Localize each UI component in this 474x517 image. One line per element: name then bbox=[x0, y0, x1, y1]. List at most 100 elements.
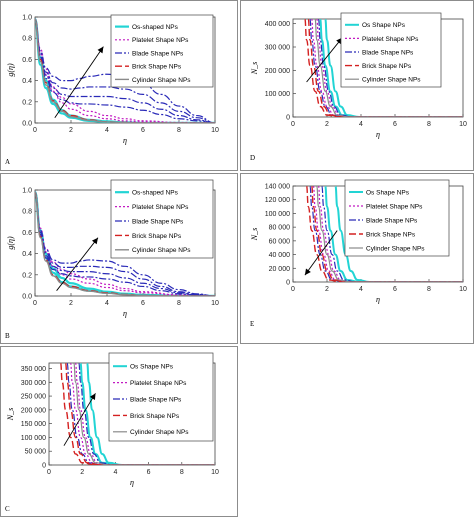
series-line-3-1 bbox=[311, 186, 463, 282]
legend-label: Os Shape NPs bbox=[366, 189, 410, 196]
series-line-1-1 bbox=[74, 363, 215, 465]
y-tick-label: 100 000 bbox=[265, 91, 290, 98]
y-tick-label: 100 000 bbox=[21, 435, 46, 442]
y-tick-label: 50 000 bbox=[25, 449, 47, 456]
y-tick-label: 0 bbox=[42, 463, 46, 470]
panel-c: 0 2 4 6 8 10 0 50 000 100 000 150 000 200 000 250 0… bbox=[0, 346, 238, 517]
y-tick-label: 1.0 bbox=[22, 15, 32, 22]
series-group bbox=[305, 186, 463, 282]
legend-label: Platelet Shape NPs bbox=[132, 37, 189, 44]
series-line-0-0 bbox=[79, 363, 215, 465]
y-tick-label: 0.2 bbox=[22, 99, 32, 106]
legend-label: Blade Shape NPs bbox=[132, 50, 184, 57]
panel-label-b: B bbox=[5, 332, 10, 340]
y-tick-label: 0 bbox=[286, 280, 290, 287]
y-tick-label: 0.4 bbox=[22, 251, 32, 258]
y-tick-label: 350 000 bbox=[21, 366, 46, 373]
trend-arrow-line bbox=[54, 46, 104, 118]
trend-arrow-head bbox=[97, 46, 104, 54]
x-tick-label: 10 bbox=[211, 127, 219, 134]
y-tick-label: 200 000 bbox=[265, 68, 290, 75]
x-tick-label: 6 bbox=[147, 469, 151, 476]
y-tick-label: 0.0 bbox=[22, 121, 32, 128]
y-tick-label: 0 bbox=[286, 115, 290, 122]
y-tick-label: 1.0 bbox=[22, 188, 32, 195]
series-line-2-1 bbox=[35, 191, 215, 296]
series-line-4-0 bbox=[314, 19, 463, 117]
x-tick-label: 8 bbox=[427, 121, 431, 128]
legend-label: Os Shape NPs bbox=[362, 22, 406, 29]
y-tick-label: 20 000 bbox=[269, 266, 291, 273]
legend-label: Cylinder Shape NPs bbox=[362, 77, 421, 84]
y-axis-label: g(η) bbox=[6, 63, 15, 77]
panel-label-e: E bbox=[250, 320, 255, 328]
series-line-2-0 bbox=[66, 363, 215, 465]
x-tick-label: 10 bbox=[211, 300, 219, 307]
trend-arrow-head bbox=[89, 393, 96, 401]
series-line-4-0 bbox=[35, 191, 215, 296]
x-tick-label: 4 bbox=[113, 469, 117, 476]
series-line-2-0 bbox=[309, 186, 463, 282]
trend-arrow-head bbox=[91, 237, 98, 245]
legend-label: Blade Shape NPs bbox=[362, 49, 414, 56]
series-line-2-0 bbox=[35, 191, 215, 296]
legend-label: Cylinder Shape NPs bbox=[132, 247, 191, 254]
series-group bbox=[59, 363, 215, 465]
series-group bbox=[35, 18, 215, 123]
trend-arrow-line bbox=[304, 230, 338, 276]
panel-b: 0 2 4 6 8 10 0.0 0.2 0.4 0.6 0.8 1.0 η g(η) Os-shaped … bbox=[0, 173, 238, 344]
y-tick-label: 0.6 bbox=[22, 57, 32, 64]
x-tick-label: 4 bbox=[105, 300, 109, 307]
series-line-1-0 bbox=[35, 191, 215, 296]
series-line-3-1 bbox=[307, 19, 463, 117]
x-tick-label: 8 bbox=[427, 286, 431, 293]
series-line-4-0 bbox=[316, 186, 463, 282]
series-line-2-2 bbox=[35, 191, 215, 296]
x-tick-label: 0 bbox=[33, 300, 37, 307]
y-tick-label: 0.4 bbox=[22, 78, 32, 85]
y-tick-label: 150 000 bbox=[21, 421, 46, 428]
series-line-2-3 bbox=[35, 191, 215, 296]
series-group bbox=[35, 191, 215, 296]
y-tick-label: 0.0 bbox=[22, 294, 32, 301]
y-tick-label: 60 000 bbox=[269, 238, 291, 245]
x-axis-label: η bbox=[376, 130, 380, 139]
series-line-0-1 bbox=[86, 363, 215, 465]
legend-label: Brick Shape NPs bbox=[132, 233, 182, 240]
legend-label: Brick Shape NPs bbox=[362, 63, 412, 70]
x-tick-label: 6 bbox=[393, 286, 397, 293]
chart-a: 0 2 4 6 8 10 0.0 0.2 0.4 0.6 0.8 1.0 η g(η) Os-shaped … bbox=[6, 15, 219, 146]
series-line-3-1 bbox=[64, 363, 215, 465]
x-tick-label: 4 bbox=[359, 121, 363, 128]
series-line-3-0 bbox=[59, 363, 215, 465]
x-tick-label: 0 bbox=[291, 286, 295, 293]
panel-a: 0 2 4 6 8 10 0.0 0.2 0.4 0.6 0.8 1.0 η g(η) Os-shaped … bbox=[0, 0, 238, 171]
x-axis-label: η bbox=[130, 478, 134, 487]
series-line-3-0 bbox=[305, 186, 463, 282]
x-tick-label: 0 bbox=[47, 469, 51, 476]
series-line-2-1 bbox=[78, 363, 215, 465]
series-line-2-1 bbox=[321, 186, 463, 282]
y-tick-label: 100 000 bbox=[265, 211, 290, 218]
y-axis-label: N_s bbox=[6, 408, 15, 421]
chart-d: 0 2 4 6 8 10 0 100 000 200 000 300 000 400 000 η N_s… bbox=[250, 12, 467, 139]
y-tick-label: 140 000 bbox=[265, 184, 290, 191]
legend-label: Platelet Shape NPs bbox=[362, 36, 419, 43]
series-line-1-0 bbox=[35, 18, 215, 123]
panel-label-a: A bbox=[5, 158, 11, 166]
y-tick-label: 400 000 bbox=[265, 21, 290, 28]
legend-label: Cylinder Shape NPs bbox=[130, 429, 189, 436]
series-line-2-2 bbox=[35, 18, 215, 123]
x-axis-label: η bbox=[376, 295, 380, 304]
y-tick-label: 300 000 bbox=[265, 45, 290, 52]
series-line-0-0 bbox=[35, 18, 215, 123]
y-tick-label: 80 000 bbox=[269, 225, 291, 232]
legend-label: Os-shaped NPs bbox=[132, 190, 179, 197]
y-tick-label: 0.8 bbox=[22, 209, 32, 216]
x-tick-label: 8 bbox=[180, 469, 184, 476]
series-line-1-1 bbox=[35, 191, 215, 296]
series-line-2-0 bbox=[35, 18, 215, 123]
trend-arrow-line bbox=[306, 37, 343, 83]
legend-label: Brick Shape NPs bbox=[132, 64, 182, 71]
x-tick-label: 0 bbox=[33, 127, 37, 134]
